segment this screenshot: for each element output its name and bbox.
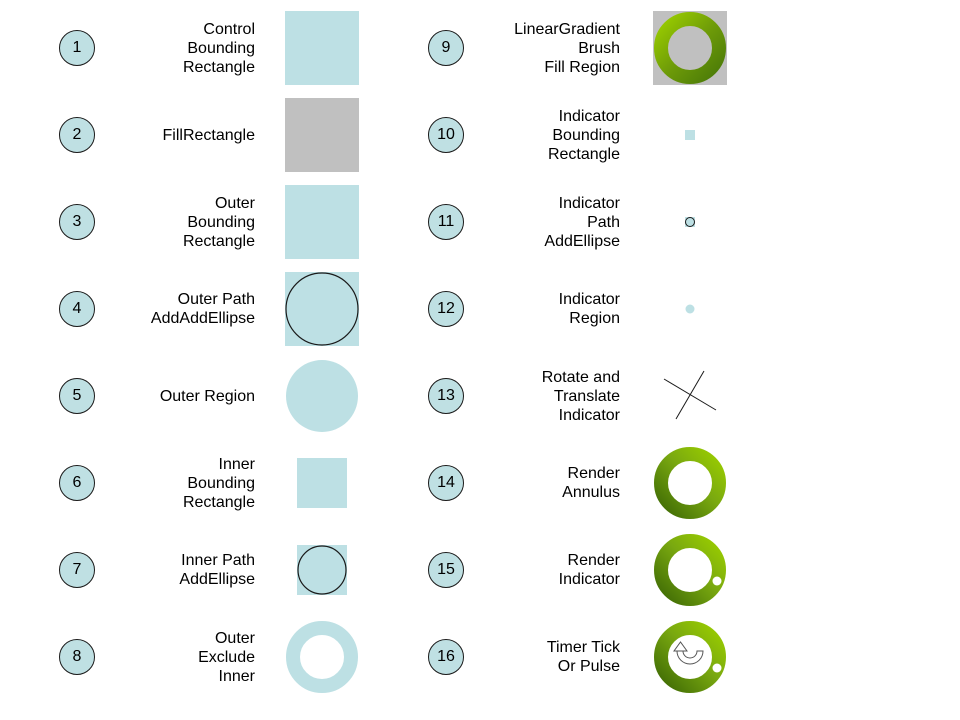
step-label: Indicator Region xyxy=(558,291,620,327)
indicator-dot xyxy=(685,304,695,314)
step-number-badge: 10 xyxy=(428,117,464,153)
indicator-ellipse-outline xyxy=(685,217,695,227)
tiny-outlined-circle-icon xyxy=(685,217,695,227)
step-number-badge: 11 xyxy=(428,204,464,240)
green-annulus-icon xyxy=(654,447,726,519)
tiny-square-icon xyxy=(685,130,695,140)
rotate-arrow-icon xyxy=(676,650,704,665)
step-number-badge: 1 xyxy=(59,30,95,66)
step-number-badge: 12 xyxy=(428,291,464,327)
green-annulus xyxy=(654,534,726,606)
step-number-badge: 13 xyxy=(428,378,464,414)
rect-shape xyxy=(285,185,359,259)
step-number-badge: 16 xyxy=(428,639,464,675)
inner-rect-shape xyxy=(297,458,347,508)
step-label: Control Bounding Rectangle xyxy=(182,20,255,76)
filled-circle-icon xyxy=(286,360,358,432)
step-number-badge: 14 xyxy=(428,465,464,501)
step-number-badge: 5 xyxy=(59,378,95,414)
inner-rect-shape xyxy=(297,545,347,595)
light-blue-square-icon xyxy=(285,185,359,259)
inner-ellipse-outline xyxy=(297,545,347,595)
rect-shape xyxy=(285,11,359,85)
green-ring-on-gray-square-icon xyxy=(653,11,727,85)
step-label: Indicator Path AddEllipse xyxy=(544,194,620,250)
indicator-dot xyxy=(712,663,722,673)
step-number-badge: 2 xyxy=(59,117,95,153)
crossed-lines-icon xyxy=(663,370,717,420)
light-blue-ring-icon xyxy=(286,621,358,693)
axis-line xyxy=(675,370,705,420)
indicator-rect xyxy=(685,130,695,140)
step-label: LinearGradient Brush Fill Region xyxy=(514,20,620,76)
green-annulus-with-dot-icon xyxy=(654,534,726,606)
green-annulus xyxy=(654,621,726,693)
green-annulus xyxy=(654,447,726,519)
gray-rect-shape xyxy=(285,98,359,172)
step-label: Indicator Bounding Rectangle xyxy=(547,107,620,163)
green-ring xyxy=(654,12,726,84)
step-label: Outer Exclude Inner xyxy=(198,629,255,685)
tiny-dot-icon xyxy=(685,304,695,314)
square-with-outlined-circle-icon xyxy=(285,272,359,346)
light-blue-square-icon xyxy=(285,11,359,85)
step-label: Outer Bounding Rectangle xyxy=(182,194,255,250)
step-number-badge: 7 xyxy=(59,552,95,588)
step-label: Outer Path AddAddEllipse xyxy=(150,291,255,327)
step-label: Outer Region xyxy=(159,387,255,405)
step-label: FillRectangle xyxy=(162,126,255,144)
step-label: Inner Bounding Rectangle xyxy=(182,455,255,511)
step-label: Rotate and Translate Indicator xyxy=(541,368,620,424)
step-label: Inner Path AddEllipse xyxy=(179,552,255,588)
gray-square-icon xyxy=(285,98,359,172)
step-label: Render Annulus xyxy=(562,465,620,501)
indicator-rect xyxy=(685,217,695,227)
green-annulus-with-rotate-arrow-icon xyxy=(654,621,726,693)
step-number-badge: 6 xyxy=(59,465,95,501)
step-number-badge: 4 xyxy=(59,291,95,327)
region-circle xyxy=(286,360,358,432)
step-number-badge: 3 xyxy=(59,204,95,240)
ring-shape xyxy=(286,621,358,693)
step-number-badge: 8 xyxy=(59,639,95,675)
step-number-badge: 15 xyxy=(428,552,464,588)
small-square-with-outlined-circle-icon xyxy=(297,545,347,595)
step-number-badge: 9 xyxy=(428,30,464,66)
rect-shape xyxy=(285,272,359,346)
step-label: Timer Tick Or Pulse xyxy=(546,639,620,675)
ellipse-outline xyxy=(285,272,359,346)
rotate-arrow-head xyxy=(673,641,688,652)
small-square-icon xyxy=(297,458,347,508)
step-label: Render Indicator xyxy=(558,552,620,588)
indicator-dot xyxy=(712,576,722,586)
